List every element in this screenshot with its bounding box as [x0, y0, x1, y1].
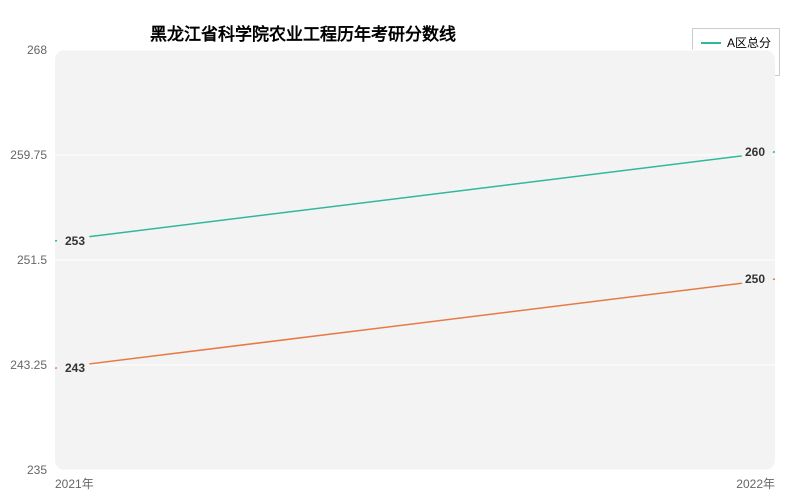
svg-text:235: 235: [27, 463, 47, 477]
svg-text:251.5: 251.5: [17, 253, 47, 267]
svg-text:2021年: 2021年: [55, 477, 94, 491]
svg-text:268: 268: [27, 43, 47, 57]
svg-text:260: 260: [745, 145, 765, 159]
chart-container: 黑龙江省科学院农业工程历年考研分数线 A区总分 B区总分 235243.2525…: [0, 0, 800, 500]
svg-text:243: 243: [65, 361, 85, 375]
svg-text:243.25: 243.25: [10, 358, 47, 372]
chart-svg: 235 243.25 251.5 259.75 268 2021年 2022年 253 260 2…: [0, 0, 800, 500]
svg-text:250: 250: [745, 272, 765, 286]
svg-text:2022年: 2022年: [736, 477, 775, 491]
svg-text:259.75: 259.75: [10, 148, 47, 162]
svg-text:253: 253: [65, 234, 85, 248]
